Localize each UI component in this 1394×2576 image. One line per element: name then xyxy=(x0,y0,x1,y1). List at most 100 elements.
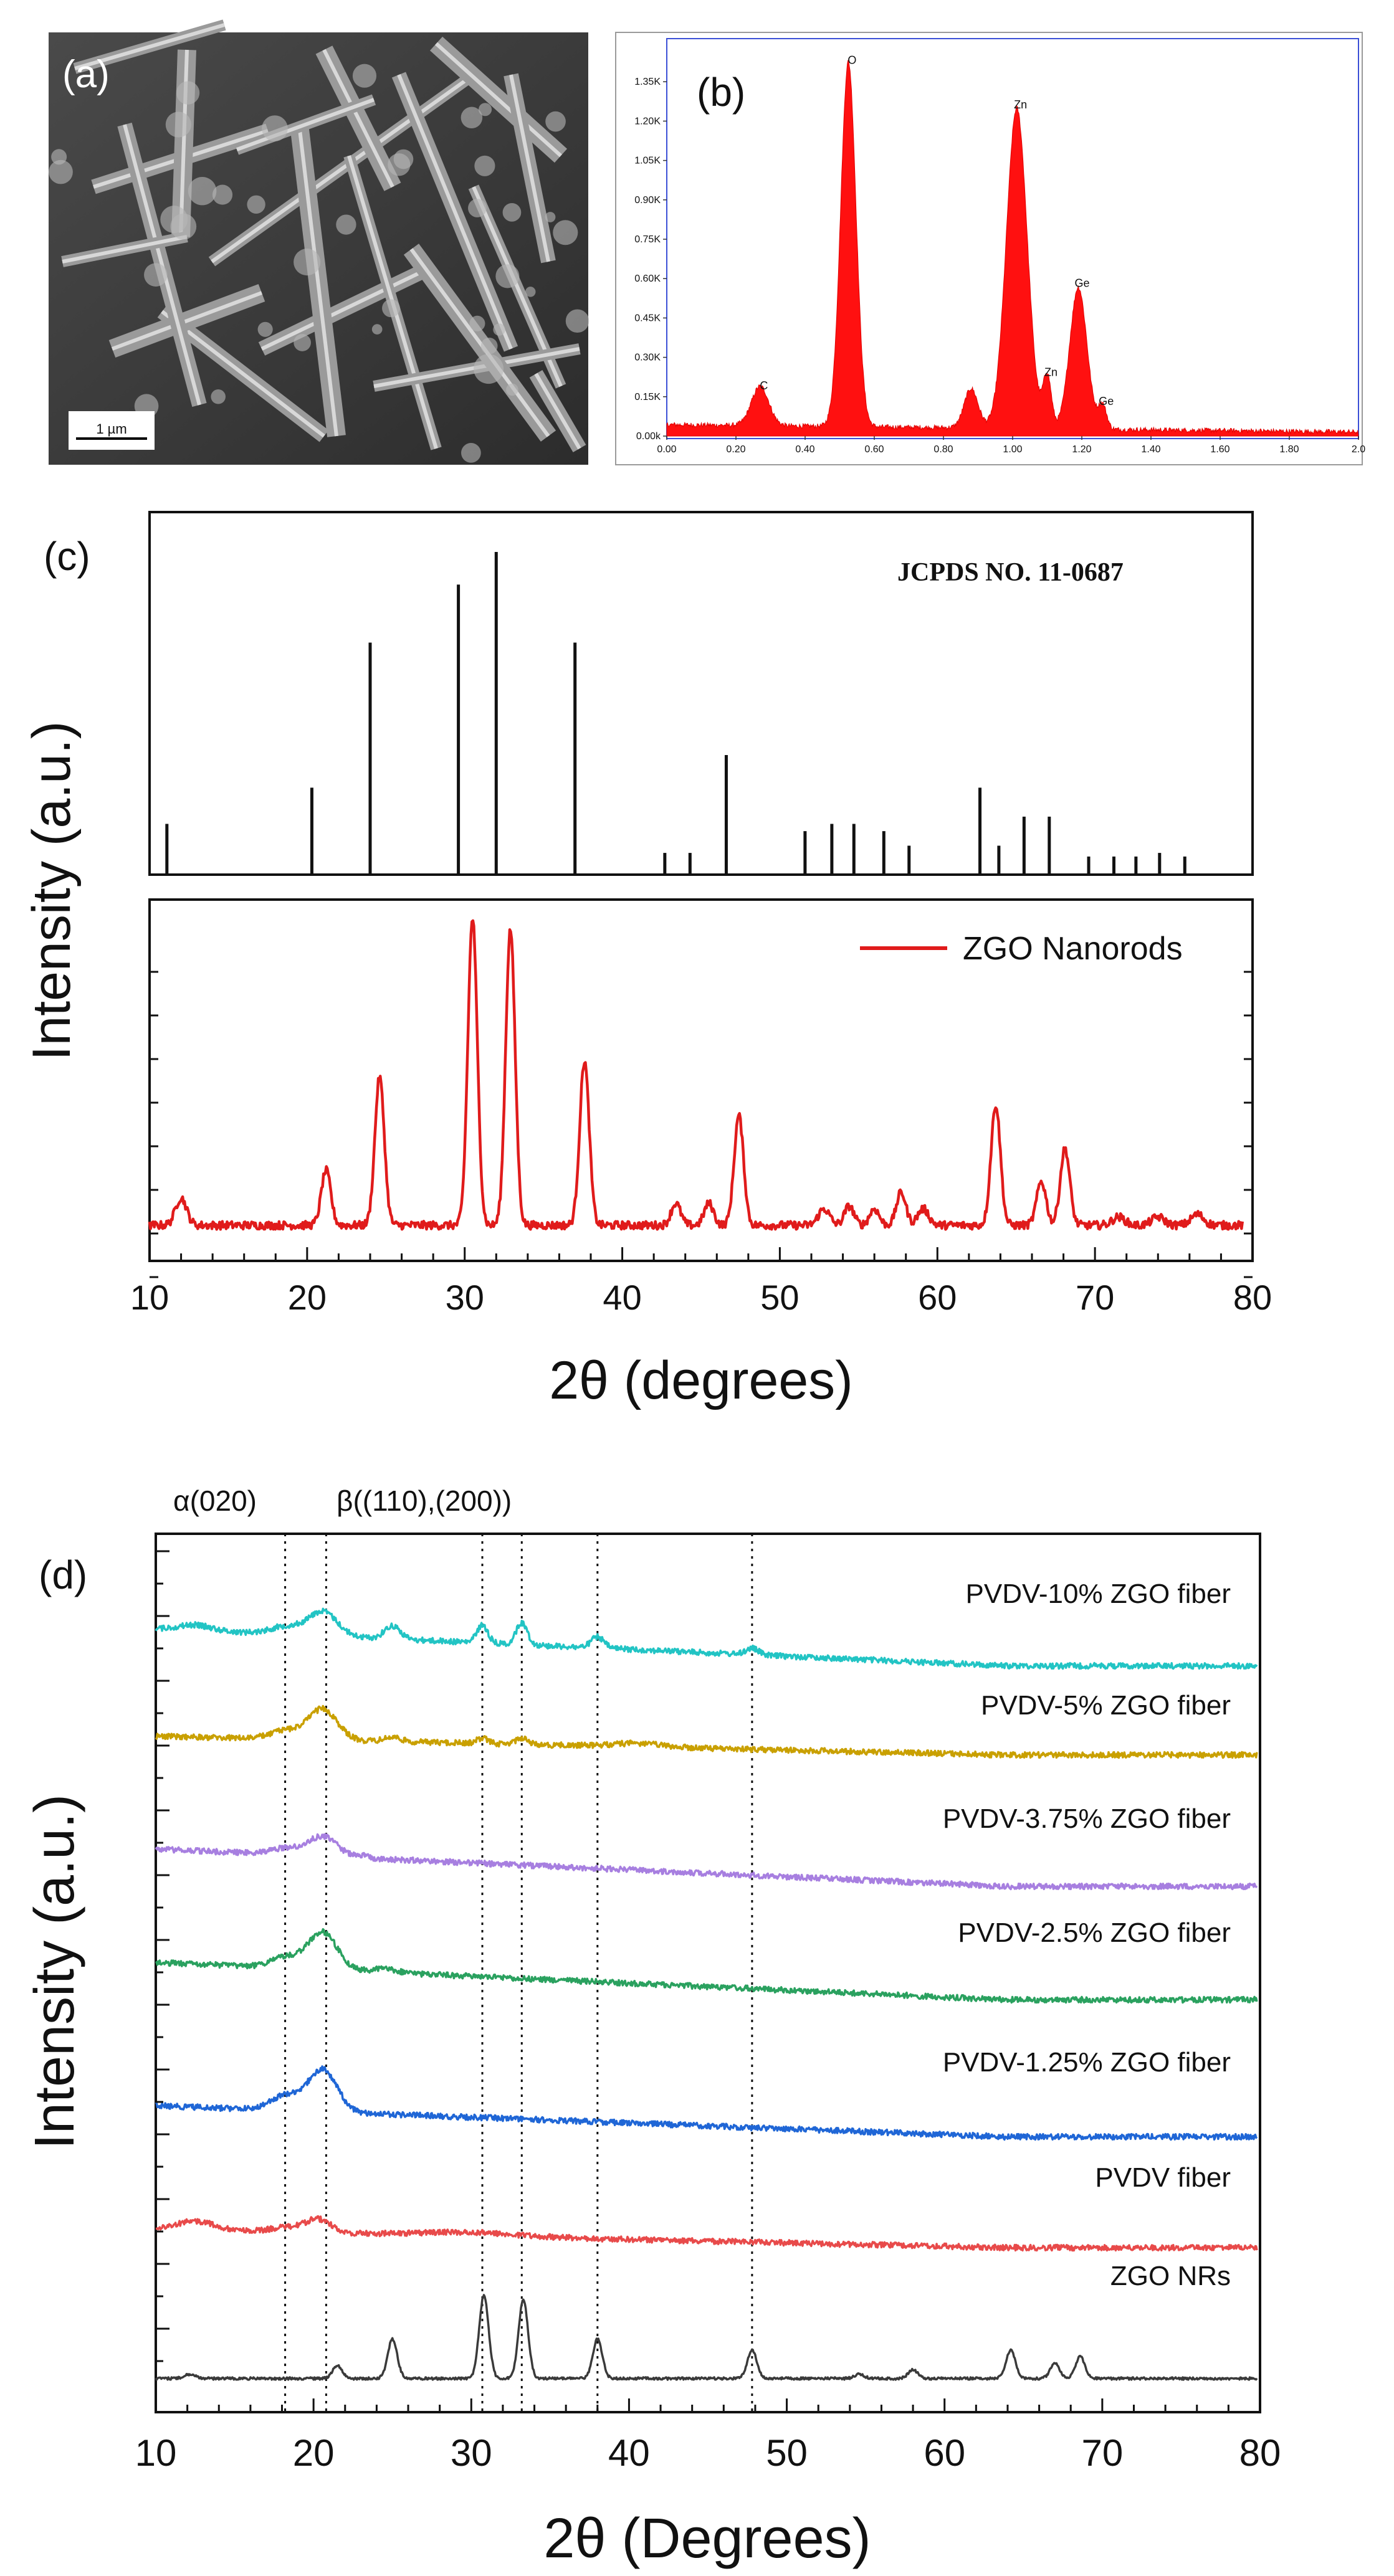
eds-y-tick-label: 1.35K xyxy=(634,77,661,87)
sem-particle xyxy=(502,203,522,222)
sem-particle xyxy=(468,199,487,217)
sem-particle xyxy=(565,309,590,333)
panel-d: α(020) β((110),(200)) (d) PVDV-10% ZGO f… xyxy=(24,1485,1281,2570)
sem-particle xyxy=(461,107,483,129)
eds-peak-label: Ge xyxy=(1074,277,1089,289)
sem-rod-highlight xyxy=(236,98,375,151)
x-tick-label: 50 xyxy=(766,2432,808,2474)
panel-c: (c) JCPDS NO. 11-0687 ZGO Nanorods 10 20 3… xyxy=(22,511,1272,1410)
sem-rod-highlight xyxy=(123,124,201,406)
eds-x-tick-label: 0.60 xyxy=(864,444,884,455)
eds-x-tick-label: 0.40 xyxy=(795,444,814,455)
x-tick-label: 70 xyxy=(1081,2432,1123,2474)
eds-x-tick-label: 0.00 xyxy=(657,444,676,455)
scale-bar-box xyxy=(69,411,155,450)
sem-particle xyxy=(474,354,504,384)
eds-peak-label: Zn xyxy=(1044,366,1057,379)
sem-particle xyxy=(553,220,578,245)
sem-rod-highlight xyxy=(397,74,513,350)
eds-y-tick-label: 1.20K xyxy=(634,116,661,126)
sem-rod-highlight xyxy=(161,310,325,438)
annotation-beta-110-200: β((110),(200)) xyxy=(337,1485,512,1517)
eds-y-tick-label: 0.60K xyxy=(634,273,661,284)
x-tick-label: 70 xyxy=(1076,1278,1114,1317)
sem-particle xyxy=(247,195,265,214)
sem-rod-highlight xyxy=(297,124,338,437)
x-tick-label: 10 xyxy=(135,2432,177,2474)
sem-particle xyxy=(495,264,520,288)
x-tick-label: 20 xyxy=(288,1278,327,1317)
x-tick-label: 20 xyxy=(293,2432,335,2474)
series-labels: PVDV-10% ZGO fiber PVDV-5% ZGO fiber PVDV-… xyxy=(943,1579,1231,2291)
eds-x-tick-label: 1.40 xyxy=(1141,444,1160,455)
series-label: PVDV-5% ZGO fiber xyxy=(981,1690,1231,1721)
eds-spectrum xyxy=(666,60,1359,437)
eds-x-tick-label: 1.20 xyxy=(1072,444,1091,455)
annotation-alpha-020: α(020) xyxy=(173,1485,257,1517)
sem-particle xyxy=(294,334,311,351)
panel-c-y-label: Intensity (a.u.) xyxy=(22,721,82,1061)
series-label: PVDV-10% ZGO fiber xyxy=(966,1579,1231,1609)
panel-b-label: (b) xyxy=(697,70,745,115)
legend-zgo-nanorods: ZGO Nanorods xyxy=(963,931,1183,967)
panel-c-x-label: 2θ (degrees) xyxy=(549,1351,853,1410)
x-tick-label: 40 xyxy=(603,1278,641,1317)
sem-rod-highlight xyxy=(211,73,475,264)
series-label: PVDV-3.75% ZGO fiber xyxy=(943,1804,1231,1834)
series-label: ZGO NRs xyxy=(1110,2261,1231,2291)
eds-peak-label: C xyxy=(760,379,768,392)
reference-card-label: JCPDS NO. 11-0687 xyxy=(897,558,1124,587)
series-label: PVDV fiber xyxy=(1095,2162,1231,2193)
reference-lines xyxy=(165,552,1186,875)
sem-rod-highlight xyxy=(111,291,263,351)
panel-b: 0.00 0.20 0.40 0.60 0.80 1.00 1.20 1.40 1.60 1.80… xyxy=(615,32,1365,465)
sem-particle xyxy=(393,149,414,169)
eds-y-tick-label: 0.75K xyxy=(634,234,661,245)
zgo-nanorods-series xyxy=(148,919,1253,1278)
sem-particle xyxy=(262,115,288,141)
fiber-series-line xyxy=(155,1704,1258,1759)
sem-particle xyxy=(525,287,536,297)
fiber-series-line xyxy=(155,2215,1258,2252)
series-label: PVDV-2.5% ZGO fiber xyxy=(958,1918,1231,1948)
x-tick-label: 30 xyxy=(446,1278,484,1317)
sem-particle xyxy=(144,263,168,287)
sem-particle xyxy=(49,159,73,184)
x-tick-label: 40 xyxy=(608,2432,650,2474)
sem-particle xyxy=(545,212,556,222)
sem-rod-highlight xyxy=(260,266,431,351)
sem-particle xyxy=(336,214,356,235)
x-tick-label: 80 xyxy=(1233,1278,1272,1317)
eds-peak-label: Zn xyxy=(1014,98,1027,111)
eds-y-tick-label: 0.15K xyxy=(634,392,661,402)
sem-particle xyxy=(474,155,495,176)
sem-particle xyxy=(211,389,226,404)
x-tick-label: 30 xyxy=(451,2432,492,2474)
fiber-series-line xyxy=(155,1833,1258,1891)
eds-x-tick-label: 1.80 xyxy=(1279,444,1299,455)
sem-rod-highlight xyxy=(409,248,550,437)
eds-y-tick-label: 0.45K xyxy=(634,313,661,323)
fiber-series-line xyxy=(155,1928,1258,2004)
sem-particle xyxy=(382,299,400,318)
x-tick-label: 10 xyxy=(130,1278,169,1317)
sem-rod-highlight xyxy=(74,23,225,70)
sem-particle xyxy=(257,321,273,337)
zgo-pattern-frame xyxy=(148,898,1254,1262)
series-label: PVDV-1.25% ZGO fiber xyxy=(943,2047,1231,2078)
panel-d-x-label: 2θ (Degrees) xyxy=(543,2507,871,2570)
sem-rod-highlight xyxy=(62,235,188,264)
sem-rod-highlight xyxy=(509,74,550,262)
panel-a-label: (a) xyxy=(62,53,110,96)
panel-d-axes: 10 20 30 40 50 60 70 80 xyxy=(135,1550,1281,2474)
fiber-series-line xyxy=(155,2065,1258,2141)
sem-particle xyxy=(165,112,191,138)
fiber-series-line xyxy=(155,2294,1258,2381)
sem-rod-highlight xyxy=(322,49,394,188)
sem-particle xyxy=(479,103,492,116)
sem-particle xyxy=(545,111,566,132)
panel-c-label: (c) xyxy=(44,534,90,579)
eds-peak-label: O xyxy=(847,54,856,66)
x-tick-label: 50 xyxy=(760,1278,799,1317)
fiber-series-line xyxy=(155,1607,1258,1670)
